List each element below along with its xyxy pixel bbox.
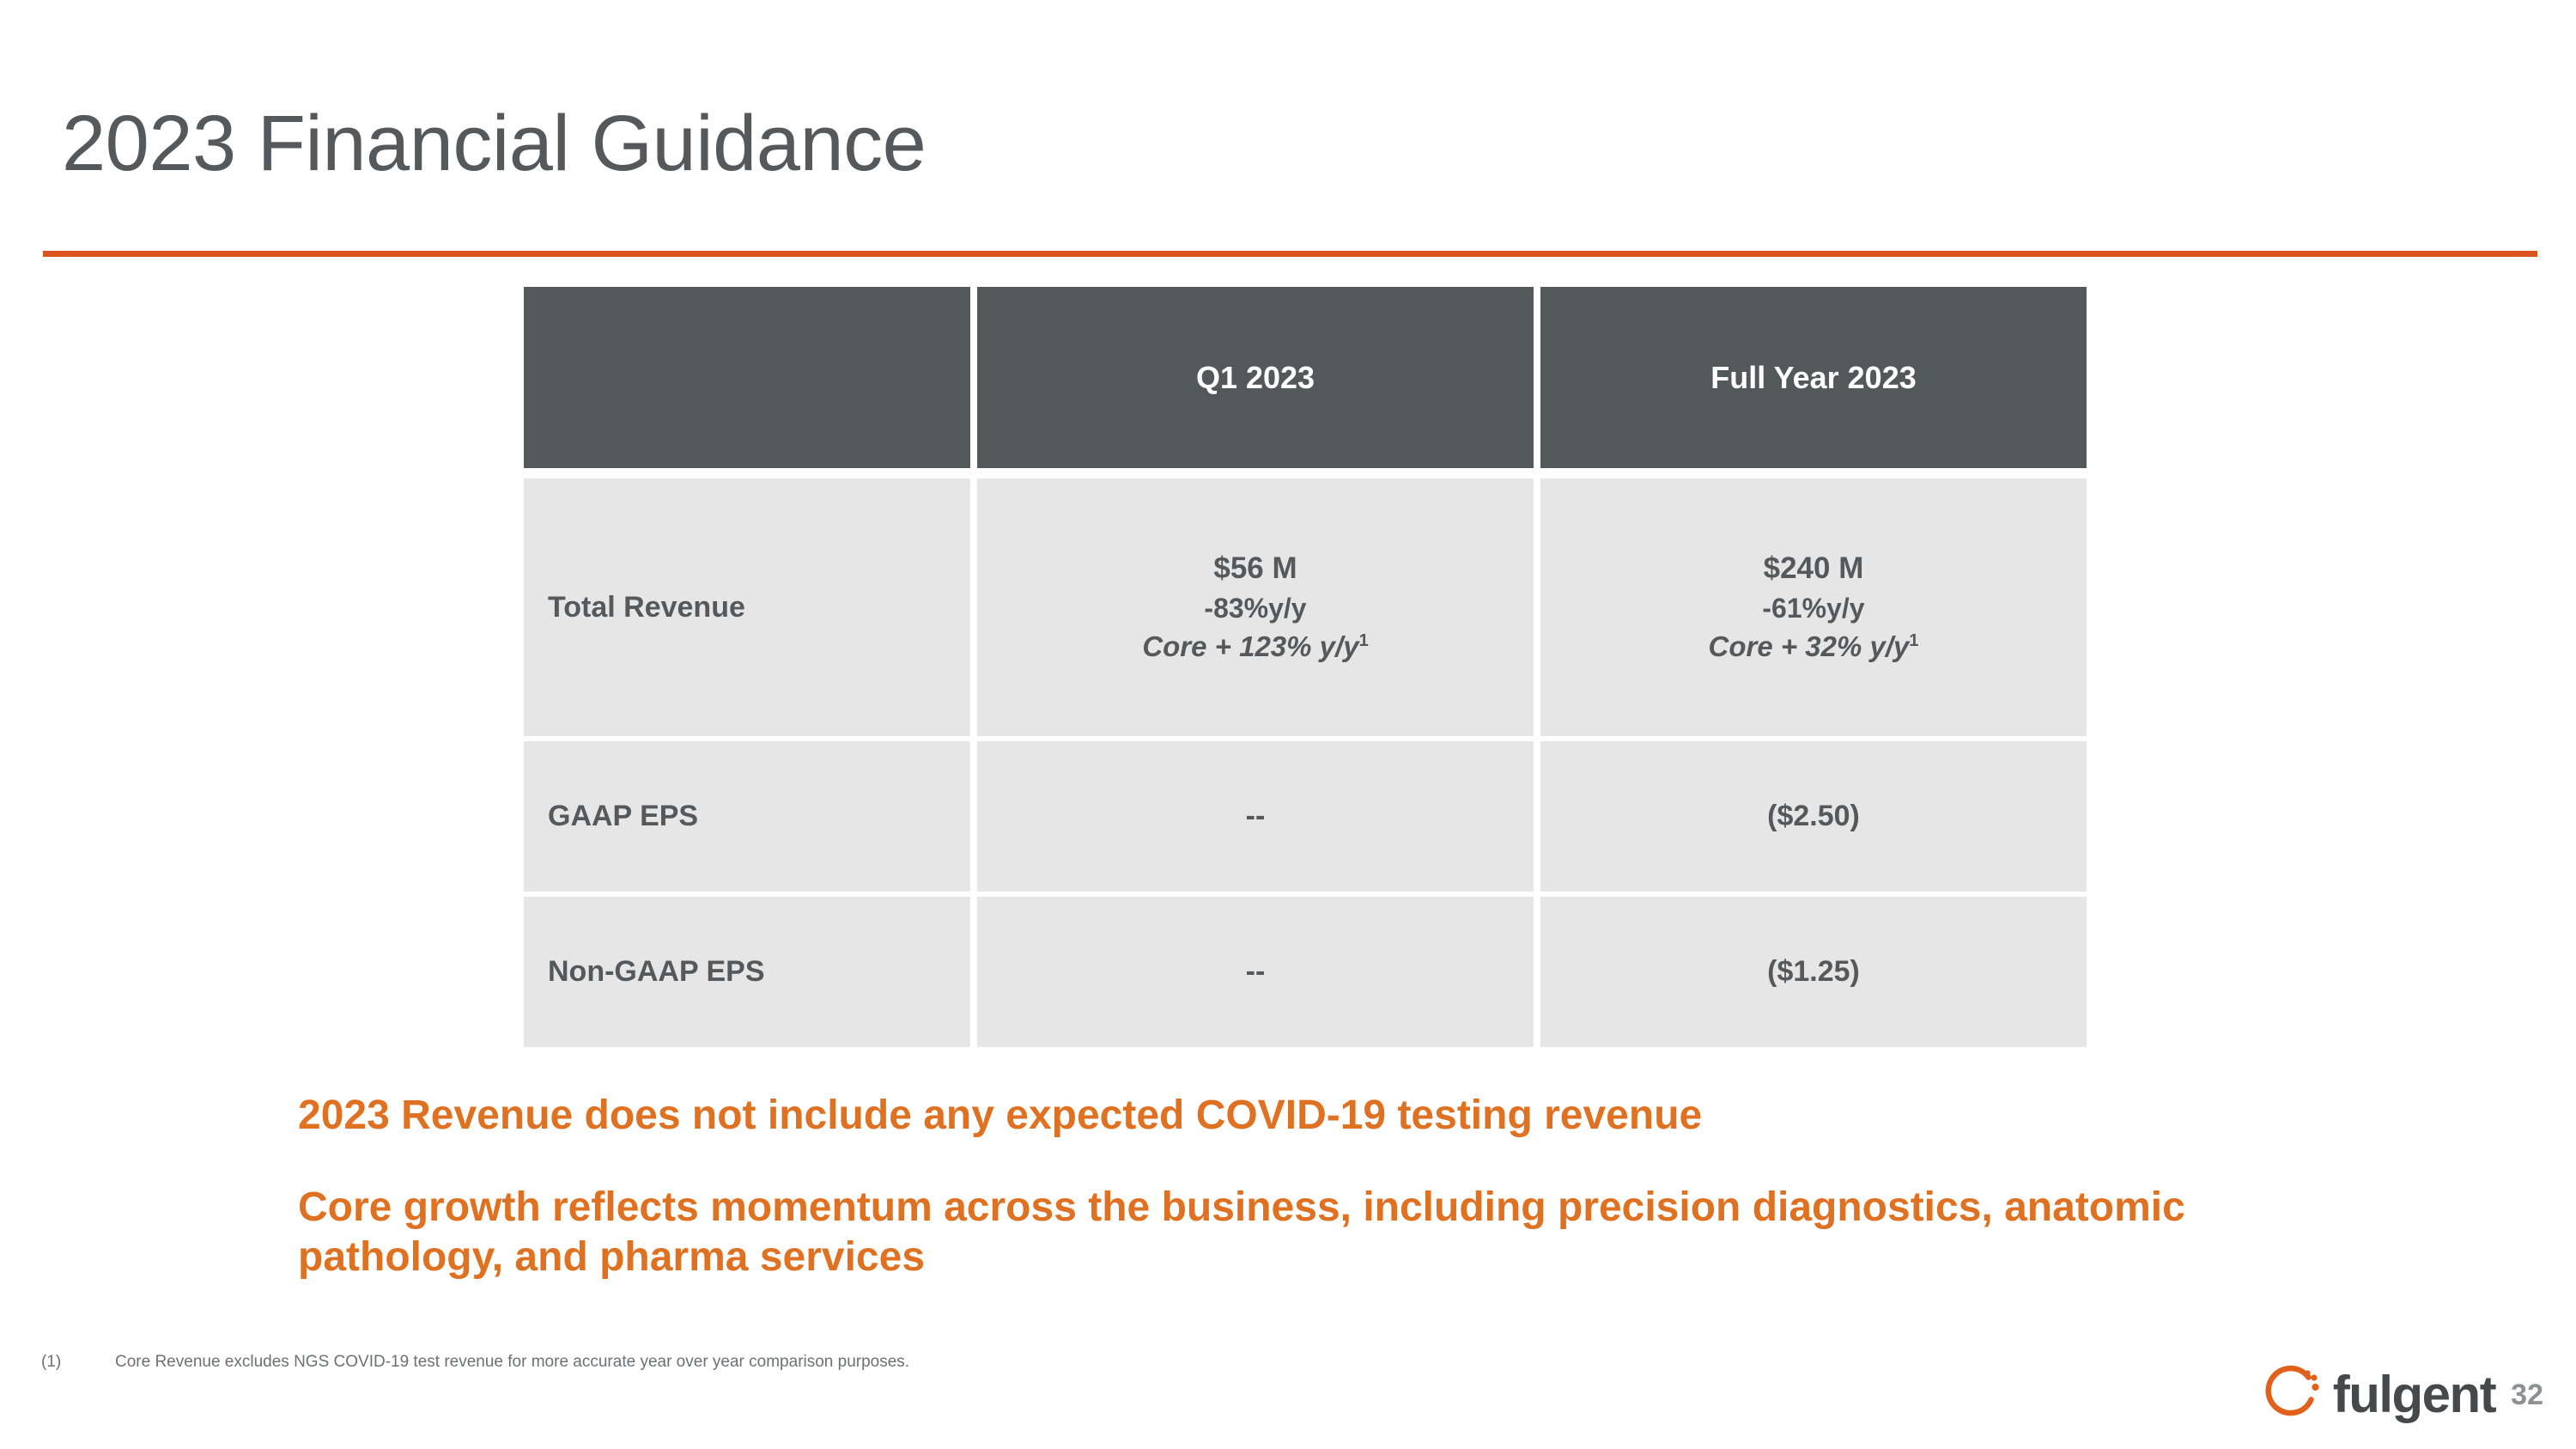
table-header-cell-blank	[524, 287, 970, 468]
value-core-growth: Core + 123% y/y1	[1142, 627, 1368, 667]
value-yoy: -83%y/y	[1204, 593, 1307, 624]
table-header-row: Q1 2023 Full Year 2023	[524, 287, 2087, 468]
cell-total-revenue-full-year: $240 M -61%y/y Core + 32% y/y1	[1540, 478, 2087, 736]
cell-total-revenue-q1: $56 M -83%y/y Core + 123% y/y1	[977, 478, 1534, 736]
footnote-superscript: 1	[1909, 631, 1919, 651]
row-label-non-gaap-eps: Non-GAAP EPS	[524, 897, 970, 1047]
table-header-cell-q1: Q1 2023	[977, 287, 1534, 468]
row-label-gaap-eps: GAAP EPS	[524, 741, 970, 892]
table-header-cell-full-year: Full Year 2023	[1540, 287, 2087, 468]
callout-covid-revenue: 2023 Revenue does not include any expect…	[298, 1093, 1703, 1138]
fulgent-mark-icon	[2259, 1361, 2323, 1428]
page-title: 2023 Financial Guidance	[62, 100, 927, 187]
value-core-growth-text: Core + 123% y/y	[1142, 630, 1359, 663]
title-divider	[43, 251, 2537, 257]
cell-gaap-eps-q1: --	[977, 741, 1534, 892]
value-headline: $56 M	[1213, 551, 1297, 585]
footnote-superscript: 1	[1358, 631, 1369, 651]
value-headline: $240 M	[1763, 551, 1864, 585]
fulgent-logo: fulgent	[2259, 1361, 2497, 1428]
cell-gaap-eps-full-year: ($2.50)	[1540, 741, 2087, 892]
footnote: (1) Core Revenue excludes NGS COVID-19 t…	[41, 1353, 909, 1372]
footer-brand: fulgent 32	[2259, 1361, 2543, 1428]
financial-guidance-table: Q1 2023 Full Year 2023 Total Revenue $56…	[524, 287, 2087, 1047]
fulgent-wordmark: fulgent	[2332, 1365, 2497, 1423]
cell-non-gaap-eps-q1: --	[977, 897, 1534, 1047]
footnote-marker: (1)	[41, 1353, 62, 1371]
cell-non-gaap-eps-full-year: ($1.25)	[1540, 897, 2087, 1047]
page-number: 32	[2511, 1378, 2543, 1411]
callout-list: 2023 Revenue does not include any expect…	[298, 1091, 2427, 1283]
footnote-text: Core Revenue excludes NGS COVID-19 test …	[115, 1353, 910, 1371]
table-row: Total Revenue $56 M -83%y/y Core + 123% …	[524, 478, 2087, 736]
value-yoy: -61%y/y	[1762, 593, 1865, 624]
value-core-growth-text: Core + 32% y/y	[1708, 630, 1910, 663]
row-label-total-revenue: Total Revenue	[524, 478, 970, 736]
callout-core-growth: Core growth reflects momentum across the…	[298, 1184, 2185, 1281]
table-row: Non-GAAP EPS -- ($1.25)	[524, 897, 2087, 1047]
table-row: GAAP EPS -- ($2.50)	[524, 741, 2087, 892]
value-core-growth: Core + 32% y/y1	[1708, 627, 1918, 667]
